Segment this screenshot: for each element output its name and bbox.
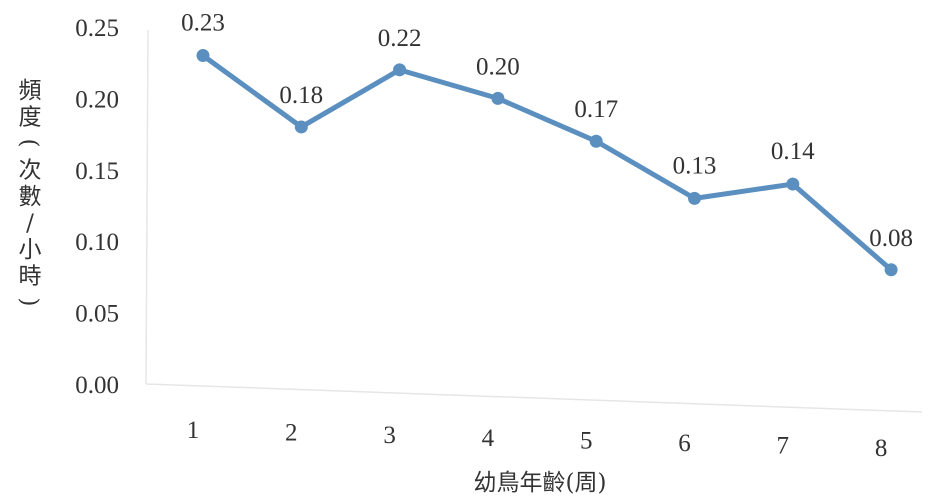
data-point [491,91,505,105]
x-tick-label: 3 [383,422,396,449]
x-axis-title: 幼鳥年齡(周) [474,470,607,496]
x-tick-label: 4 [482,425,495,452]
data-label: 0.17 [574,96,618,123]
x-tick-label: 5 [580,427,593,454]
data-label: 0.13 [673,152,717,179]
y-tick-label: 0.05 [75,301,119,328]
y-axis-title: 頻度 ( 次數/小時) [16,78,42,306]
y-axis-title-char: / [26,211,34,237]
data-point [786,177,800,191]
data-point [884,263,898,277]
y-tick-label: 0.20 [75,86,119,113]
y-axis-title-char: 小 [19,237,42,263]
data-label: 0.23 [181,10,225,37]
data-label: 0.20 [476,53,520,80]
data-point [589,134,603,148]
x-tick-label: 2 [285,420,298,447]
y-tick-label: 0.15 [75,158,119,185]
data-point [393,63,407,77]
series-0 [196,49,898,277]
x-axis-line [145,383,923,413]
data-label: 0.08 [869,225,913,252]
y-axis-title-char: ) [16,298,42,307]
y-axis-title-char: 次 [19,158,42,184]
data-point [196,49,210,63]
x-tick-label: 6 [678,430,691,457]
y-axis-title-char: 頻 [19,78,42,104]
y-axis-title-char: 度 [19,105,42,131]
y-axis-title-char: 時 [19,264,42,290]
x-tick-label: 7 [777,433,790,460]
data-label: 0.18 [279,82,323,109]
series-line [200,53,894,273]
y-axis-line [145,29,149,385]
data-point [688,191,701,205]
data-point [294,120,308,134]
y-axis-title-char: 數 [19,184,42,210]
data-label: 0.14 [771,138,815,165]
data-labels: 0.23 0.18 0.22 0.20 0.17 0.13 0.14 0.08 [181,10,913,252]
y-tick-labels: 0.00 0.05 0.10 0.15 0.20 0.25 [75,15,119,399]
y-tick-label: 0.10 [75,229,119,256]
y-tick-label: 0.00 [75,372,119,399]
y-tick-label: 0.25 [75,15,119,42]
data-label: 0.22 [378,25,422,52]
axes [145,29,923,413]
y-axis-title-char: ( [16,139,42,148]
x-tick-labels: 1 2 3 4 5 6 7 8 [187,417,888,462]
x-tick-label: 8 [875,435,888,462]
x-tick-label: 1 [187,417,200,444]
